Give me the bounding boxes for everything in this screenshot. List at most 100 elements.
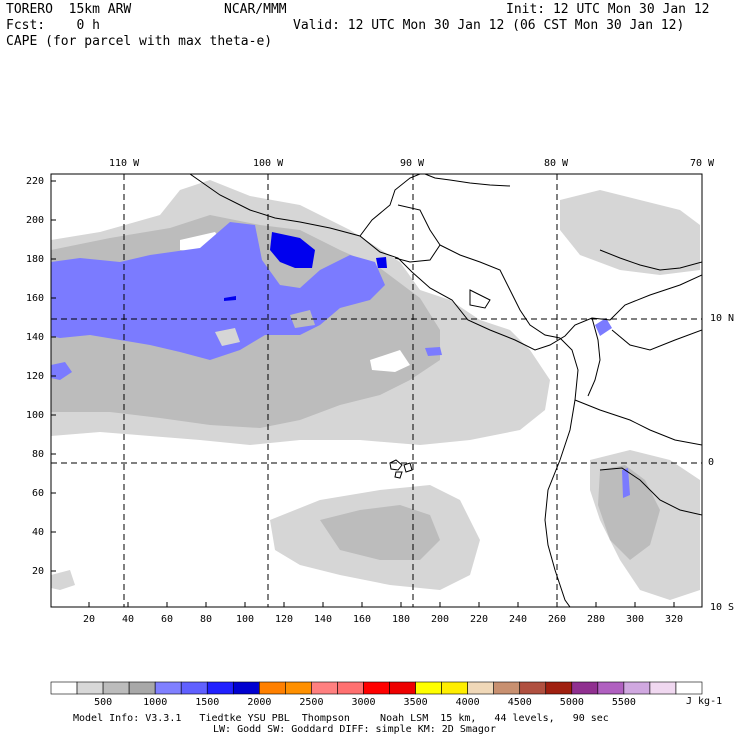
- colorbar-swatch: [311, 681, 338, 695]
- physics-info: LW: Godd SW: Goddard DIFF: simple KM: 2D…: [213, 724, 496, 735]
- lon-label: 80 W: [544, 158, 569, 169]
- x-tick-label: 280: [587, 614, 606, 625]
- forecast-hour: Fcst: 0 h: [6, 18, 100, 33]
- lat-label: 10 S: [710, 602, 735, 613]
- colorbar-swatch: [128, 681, 156, 695]
- colorbar-swatch: [50, 681, 78, 695]
- y-tick-label: 140: [26, 332, 45, 343]
- model-title: TORERO 15km ARW: [6, 2, 132, 17]
- colorbar-label: 1500: [195, 697, 220, 708]
- colorbar-swatch: [519, 681, 547, 695]
- x-tick-label: 40: [122, 614, 135, 625]
- x-tick-label: 80: [200, 614, 213, 625]
- colorbar-label: 3000: [351, 697, 376, 708]
- cape-white-hole: [215, 328, 240, 346]
- lon-label: 70 W: [690, 158, 715, 169]
- x-tick-label: 20: [83, 614, 96, 625]
- x-tick-label: 240: [509, 614, 528, 625]
- y-tick-label: 100: [26, 410, 45, 421]
- colorbar: [50, 681, 703, 695]
- colorbar-swatch: [206, 681, 234, 695]
- colorbar-swatch: [623, 681, 651, 695]
- lat-label: 10 N: [710, 313, 735, 324]
- colorbar-swatch: [493, 681, 521, 695]
- cape-blue-blob: [595, 318, 612, 336]
- colorbar-swatch: [441, 681, 468, 695]
- colorbar-swatch: [154, 681, 182, 695]
- field-name: CAPE (for parcel with max theta-e): [6, 34, 273, 49]
- colorbar-swatch: [232, 681, 260, 695]
- x-tick-label: 140: [314, 614, 333, 625]
- coastlines: [189, 174, 702, 607]
- cape-mid-gray-east: [598, 465, 660, 560]
- colorbar-label: 1000: [143, 697, 168, 708]
- colorbar-swatch: [597, 681, 625, 695]
- colorbar-label: 4500: [507, 697, 532, 708]
- y-tick-label: 160: [26, 293, 45, 304]
- colorbar-swatch: [102, 681, 130, 695]
- cape-white-hole: [370, 350, 410, 372]
- y-tick-label: 220: [26, 176, 45, 187]
- colorbar-swatch: [363, 681, 390, 695]
- cape-mid-gray-south: [320, 505, 440, 560]
- valid-time: Valid: 12 UTC Mon 30 Jan 12 (06 CST Mon …: [293, 18, 685, 33]
- colorbar-swatch: [415, 681, 442, 695]
- lon-label: 110 W: [109, 158, 140, 169]
- map-frame: [50, 173, 703, 608]
- colorbar-label: 5500: [611, 697, 636, 708]
- cape-deep-blue-blob: [224, 296, 236, 301]
- y-tick-label: 180: [26, 254, 45, 265]
- cape-deep-blue-blob: [270, 232, 315, 268]
- graticule: [51, 174, 702, 607]
- colorbar-label: 2500: [299, 697, 324, 708]
- cape-field: [51, 180, 700, 600]
- y-tick-label: 200: [26, 215, 45, 226]
- colorbar-label: 500: [94, 697, 113, 708]
- colorbar-swatch: [337, 681, 364, 695]
- colorbar-swatch: [180, 681, 208, 695]
- model-info: Model Info: V3.3.1 Tiedtke YSU PBL Thomp…: [73, 713, 609, 724]
- x-tick-label: 320: [665, 614, 684, 625]
- colorbar-swatch: [649, 681, 677, 695]
- x-tick-label: 300: [626, 614, 645, 625]
- y-tick-label: 20: [32, 566, 45, 577]
- lat-label: 0: [708, 457, 715, 468]
- x-tick-label: 160: [353, 614, 372, 625]
- colorbar-label: 4000: [455, 697, 480, 708]
- x-tick-label: 220: [470, 614, 489, 625]
- axis-ticks: [51, 180, 675, 607]
- lon-label: 100 W: [253, 158, 284, 169]
- colorbar-swatch: [76, 681, 104, 695]
- colorbar-swatch: [675, 681, 703, 695]
- colorbar-swatch: [545, 681, 573, 695]
- cape-light-gray-east-north: [560, 190, 700, 275]
- colorbar-label: 2000: [247, 697, 272, 708]
- colorbar-label: 5000: [559, 697, 584, 708]
- cape-blue-blob: [51, 362, 72, 380]
- cape-deep-blue-blob: [376, 257, 387, 268]
- y-tick-label: 80: [32, 449, 45, 460]
- colorbar-swatch: [571, 681, 599, 695]
- colorbar-swatch: [467, 681, 494, 695]
- y-tick-label: 40: [32, 527, 45, 538]
- colorbar-units: J kg-1: [686, 696, 723, 707]
- x-tick-label: 180: [392, 614, 411, 625]
- cape-blue-blob: [425, 347, 442, 356]
- y-tick-label: 120: [26, 371, 45, 382]
- init-time: Init: 12 UTC Mon 30 Jan 12: [506, 2, 710, 17]
- colorbar-swatch: [285, 681, 312, 695]
- x-tick-label: 200: [431, 614, 450, 625]
- colorbar-label: 3500: [403, 697, 428, 708]
- x-tick-label: 260: [548, 614, 567, 625]
- lon-label: 90 W: [400, 158, 425, 169]
- x-tick-label: 120: [275, 614, 294, 625]
- colorbar-swatch: [389, 681, 416, 695]
- y-tick-label: 60: [32, 488, 45, 499]
- cape-blue-blob: [622, 468, 630, 498]
- x-tick-label: 100: [236, 614, 255, 625]
- org-label: NCAR/MMM: [224, 2, 287, 17]
- x-tick-label: 60: [161, 614, 174, 625]
- colorbar-swatch: [259, 681, 286, 695]
- cape-light-gray-sw: [51, 570, 75, 590]
